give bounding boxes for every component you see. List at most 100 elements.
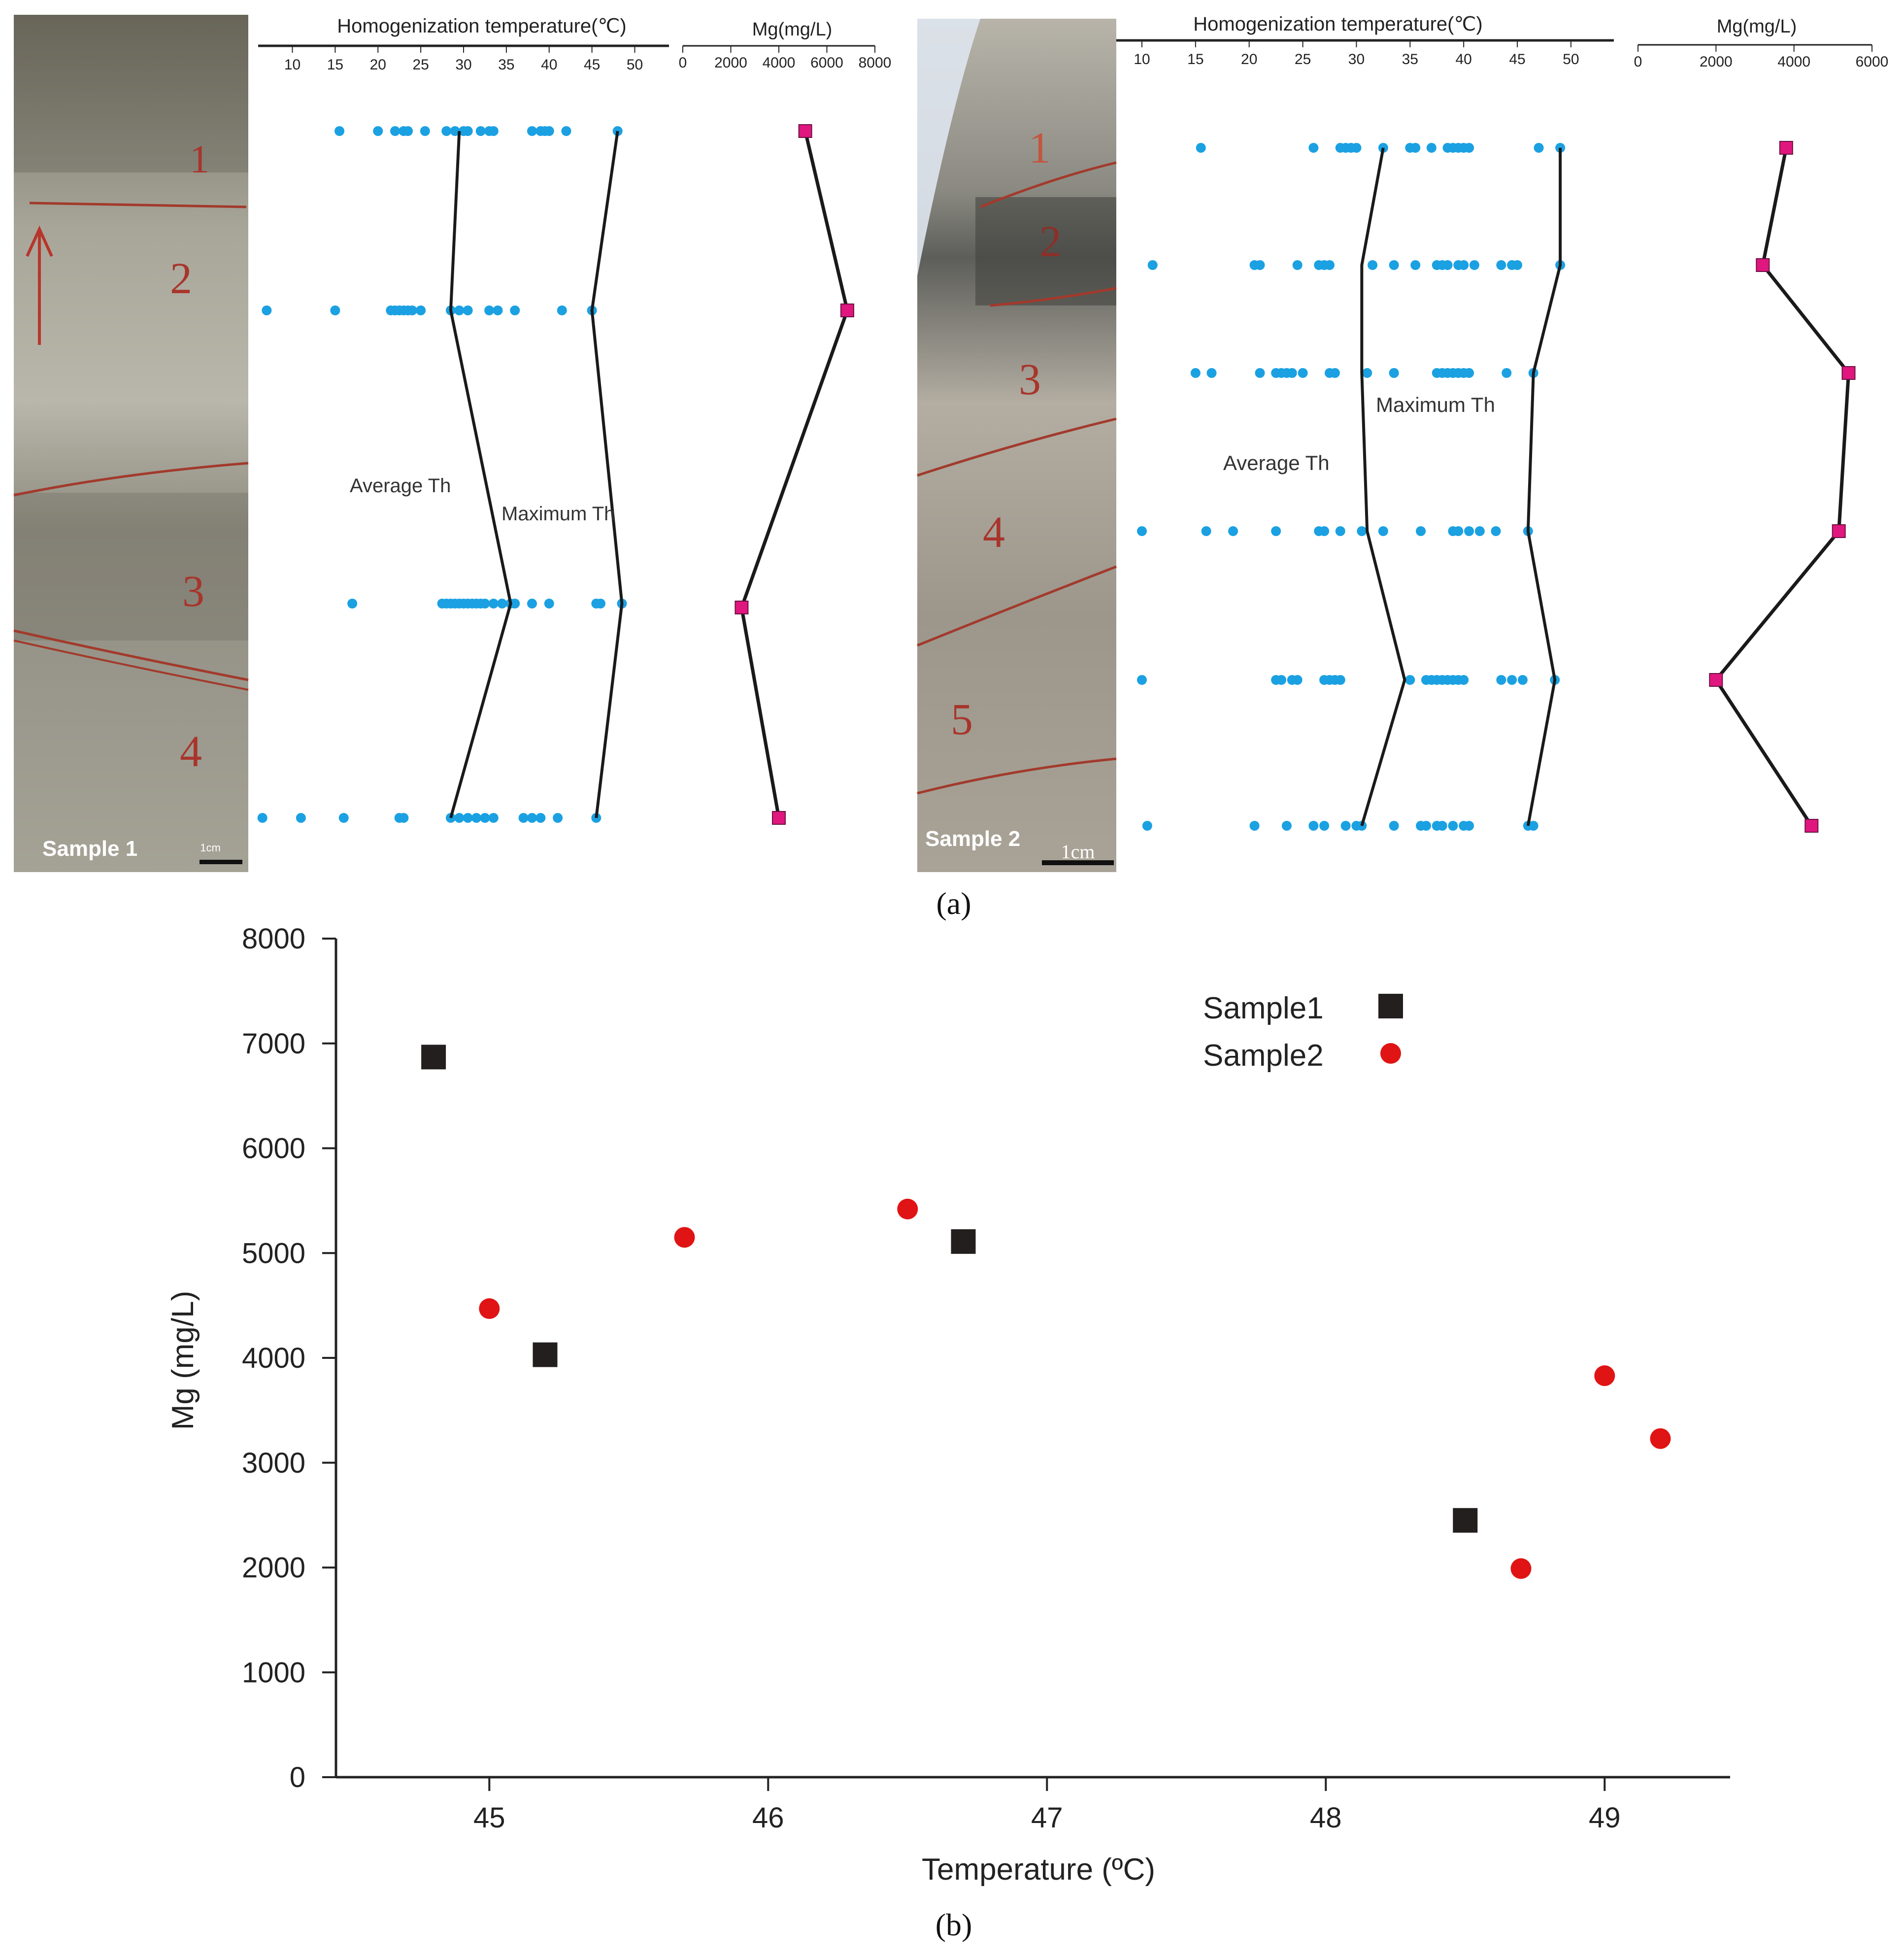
- sample2-inclusion-dot: [1362, 368, 1372, 378]
- x-axis-label: Temperature (ºC): [922, 1853, 1155, 1887]
- sample2-inclusion-dot: [1496, 260, 1506, 270]
- sample2-mg-tick-label: 6000: [1856, 54, 1889, 70]
- legend-label: Sample2: [1203, 1039, 1324, 1073]
- sample2-inclusion-dot: [1507, 675, 1517, 685]
- sample2-mg-tick-label: 0: [1634, 54, 1642, 70]
- x-tick-label: 46: [752, 1802, 784, 1834]
- sample2-th-tick-label: 40: [1455, 51, 1471, 68]
- x-tick-label: 49: [1589, 1802, 1621, 1834]
- sample1-average-th-line: [449, 131, 512, 818]
- sample2-mg-plot: Mg(mg/L) 0 2000 4000 6000: [1634, 16, 1889, 833]
- sample1-mg-tick-label: 6000: [810, 55, 843, 71]
- mg-vs-temperature-scatter: 0 1000 2000 3000 4000 5000 6000 7000 8000 45 46 47…: [166, 923, 1730, 1887]
- sample1-inclusion-dot: [403, 126, 413, 136]
- sample1-inclusion-dot: [390, 126, 400, 136]
- sample2-inclusion-dot: [1287, 368, 1297, 378]
- sample2-inclusion-dot: [1410, 260, 1421, 270]
- sample2-inclusion-dot: [1464, 143, 1474, 153]
- sample2-inclusion-dot: [1491, 526, 1501, 536]
- sample2-inclusion-dot: [1340, 821, 1351, 831]
- sample1-inclusion-dot: [347, 599, 358, 608]
- sample1-scale-bar: [200, 860, 242, 864]
- sample1-inclusion-dot: [561, 126, 571, 136]
- sample2-inclusion-dot: [1502, 368, 1512, 378]
- sample1-inclusion-dot: [544, 126, 554, 136]
- sample2-inclusion-dot: [1325, 260, 1335, 270]
- panel-a-label: (a): [936, 886, 971, 921]
- y-tick-label: 3000: [242, 1447, 305, 1479]
- sample1-inclusion-dot: [262, 305, 272, 315]
- sample1-mg-plot: Mg(mg/L) 0 2000 4000 6000 8000: [679, 19, 891, 825]
- sample1-inclusion-dot: [518, 813, 529, 823]
- sample2-inclusion-dot: [1147, 260, 1158, 270]
- sample2-inclusion-dot: [1281, 821, 1292, 831]
- sample2-th-axis-title: Homogenization temperature(℃): [1193, 13, 1482, 35]
- sample1-inclusion-dot: [488, 126, 499, 136]
- sample1-inclusion-dot: [330, 305, 340, 315]
- sample2-inclusion-dot: [1357, 526, 1367, 536]
- sample1-mg-point: [772, 811, 786, 825]
- sample2-inclusion-dot: [1464, 368, 1474, 378]
- sample2-inclusion-dot: [1437, 821, 1447, 831]
- sample1-th-tick-label: 40: [541, 57, 557, 73]
- sample1-mg-axis-title: Mg(mg/L): [752, 19, 833, 40]
- sample1-th-plot: Homogenization temperature(℃) 10 15 20 25 30…: [257, 15, 669, 823]
- panel-b-label: (b): [935, 1907, 972, 1942]
- sample1-inclusion-dot: [475, 126, 486, 136]
- sample1-mg-point: [840, 304, 854, 317]
- legend: Sample1 Sample2: [1203, 991, 1403, 1073]
- sample2-inclusion-dot: [1196, 143, 1206, 153]
- sample1-mg-point: [735, 601, 749, 614]
- sample2-mg-point: [1841, 366, 1856, 380]
- sample2-inclusion-dot: [1410, 143, 1421, 153]
- sample1-inclusion-dot: [471, 813, 482, 823]
- sample2-th-tick-label: 25: [1295, 51, 1311, 68]
- sample2-point: [1594, 1365, 1615, 1386]
- y-tick-label: 6000: [242, 1133, 305, 1165]
- sample2-mg-point: [1756, 258, 1770, 272]
- sample2-inclusion-dot: [1335, 526, 1345, 536]
- sample2-zone-mark: 1: [1029, 124, 1051, 172]
- sample2-inclusion-dot: [1308, 143, 1319, 153]
- sample1-maximum-th-label: Maximum Th: [501, 503, 615, 525]
- sample2-inclusion-dot: [1190, 368, 1201, 378]
- legend-label: Sample1: [1203, 991, 1324, 1025]
- sample2-inclusion-dot: [1389, 368, 1399, 378]
- sample2-inclusion-dot: [1276, 675, 1287, 685]
- sample2-point: [674, 1227, 695, 1248]
- sample1-inclusion-dot: [450, 126, 460, 136]
- sample2-zone-mark: 5: [951, 695, 973, 744]
- sample1-inclusion-dot: [488, 813, 499, 823]
- sample1-inclusion-dot: [463, 126, 473, 136]
- sample2-inclusion-dot: [1421, 821, 1431, 831]
- sample2-inclusion-dot: [1426, 143, 1436, 153]
- sample2-inclusion-dot: [1292, 260, 1303, 270]
- sample2-th-tick-label: 10: [1134, 51, 1150, 68]
- legend-marker: [1378, 994, 1403, 1018]
- sample1-inclusion-dot: [510, 305, 520, 315]
- sample1-inclusion-dot: [557, 305, 567, 315]
- sample1-inclusion-dot: [373, 126, 383, 136]
- sample2-inclusion-dot: [1228, 526, 1238, 536]
- sample2-inclusion-dot: [1271, 526, 1281, 536]
- y-tick-label: 0: [290, 1761, 305, 1793]
- sample1-inclusion-dot: [454, 305, 465, 315]
- sample1-inclusion-dot: [527, 813, 537, 823]
- sample1-inclusion-dot: [493, 305, 503, 315]
- sample2-inclusion-dot: [1453, 526, 1464, 536]
- sample2-mg-tick-label: 4000: [1777, 54, 1810, 70]
- sample1-inclusion-dot: [454, 813, 465, 823]
- sample1-th-tick-label: 30: [455, 57, 471, 73]
- sample1-th-tick-label: 15: [327, 57, 343, 73]
- sample1-point: [951, 1229, 976, 1254]
- sample2-th-tick-label: 20: [1241, 51, 1257, 68]
- sample2-th-tick-label: 50: [1563, 51, 1579, 68]
- legend-marker: [1380, 1043, 1401, 1064]
- sample2-th-tick-label: 15: [1187, 51, 1203, 68]
- sample2-inclusion-dot: [1201, 526, 1211, 536]
- sample1-inclusion-dot: [463, 305, 473, 315]
- sample2-inclusion-dot: [1459, 675, 1469, 685]
- sample1-inclusion-dot: [510, 599, 520, 608]
- sample1-point: [1453, 1508, 1478, 1533]
- x-tick-label: 45: [473, 1802, 505, 1834]
